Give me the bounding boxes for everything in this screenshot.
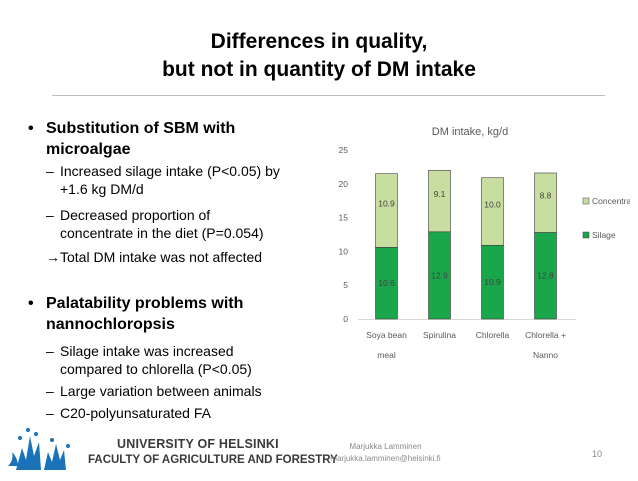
subitem-silage-increased: – Silage intake was increased compared t… <box>46 342 330 378</box>
bar-concentrate-2 <box>481 177 504 246</box>
bullet-marker: • <box>28 295 34 312</box>
legend-label-silage: Silage <box>592 230 616 240</box>
x-category-label: Chlorella <box>476 330 510 340</box>
logo-flame-part <box>8 452 18 466</box>
bullet-text-line1: Substitution of SBM with <box>46 120 236 137</box>
bar-concentrate-1 <box>428 169 451 233</box>
subitem-dash: – <box>46 383 54 399</box>
page-number: 10 <box>592 449 603 459</box>
bullet-text-line1: Palatability problems with <box>46 295 244 312</box>
university-logo <box>6 426 86 481</box>
subitem-dash: – <box>46 163 54 179</box>
data-label-concentrate-0: 10.9 <box>378 199 395 209</box>
slide-title-line2: but not in quantity of DM intake <box>162 58 476 81</box>
data-label-silage-3: 12.8 <box>537 271 554 281</box>
footer-author: Marjukka Lamminen marjukka.lamminen@hels… <box>328 441 443 465</box>
subitem-total-dm: →Total DM intake was not affected <box>46 248 316 266</box>
subitem-line1: Large variation between animals <box>60 383 262 399</box>
subitem-line1: Increased silage intake (P<0.05) by <box>60 163 280 179</box>
subitem-dash: – <box>46 207 54 223</box>
subitem-dash: – <box>46 343 54 359</box>
subitem-c20-fa: – C20-polyunsaturated FA <box>46 404 330 422</box>
chart-title: DM intake, kg/d <box>432 126 508 138</box>
subitem-line2: concentrate in the diet (P=0.054) <box>60 225 264 241</box>
author-email: marjukka.lamminen@helsinki.fi <box>330 454 441 463</box>
subitem-line2: compared to chlorella (P<0.05) <box>60 361 252 377</box>
faculty-name: FACULTY OF AGRICULTURE AND FORESTRY <box>88 454 338 466</box>
y-tick-label: 10 <box>339 246 349 256</box>
dm-intake-stacked-bar-chart: DM intake, kg/d 0 5 10 15 20 25 10.6 10.9 Soya be… <box>339 126 630 360</box>
legend-label-concentrate: Concentrate <box>592 196 630 206</box>
data-label-concentrate-3: 8.8 <box>540 191 552 201</box>
legend-swatch-silage <box>582 231 590 239</box>
subitem-line1: Silage intake was increased <box>60 343 234 359</box>
y-tick-label: 20 <box>339 179 349 189</box>
subitem-concentrate-proportion: – Decreased proportion of concentrate in… <box>46 206 330 242</box>
data-label-silage-0: 10.6 <box>378 278 395 288</box>
legend-swatch-concentrate <box>582 197 590 205</box>
slide-title: Differences in quality, but not in quant… <box>0 28 638 84</box>
data-label-concentrate-1: 9.1 <box>434 189 446 199</box>
y-tick-label: 0 <box>343 314 348 324</box>
x-category-label: Spirulina <box>423 330 456 340</box>
y-tick-label: 25 <box>339 145 349 155</box>
slide-title-line1: Differences in quality, <box>210 30 428 53</box>
subitem-line2: +1.6 kg DM/d <box>60 181 144 197</box>
title-divider <box>52 95 605 96</box>
logo-star <box>34 432 38 436</box>
x-category-label: Chlorella + <box>525 330 566 340</box>
x-category-label: meal <box>377 350 396 360</box>
logo-star <box>18 436 22 440</box>
x-category-label: Soya bean <box>366 330 407 340</box>
bullet-marker: • <box>28 120 34 137</box>
bullet-item-substitution: • Substitution of SBM with microalgae <box>28 118 336 160</box>
bullet-item-palatability: • Palatability problems with nannochloro… <box>28 293 336 335</box>
logo-star <box>66 444 70 448</box>
subitem-line1: →Total DM intake was not affected <box>46 249 263 265</box>
bar-concentrate-3 <box>534 172 557 233</box>
x-category-label: Nanno <box>533 350 558 360</box>
subitem-silage-intake: – Increased silage intake (P<0.05) by +1… <box>46 162 330 198</box>
subitem-line1: C20-polyunsaturated FA <box>60 405 211 421</box>
author-name: Marjukka Lamminen <box>349 442 422 451</box>
bullet-text-line2: microalgae <box>46 141 131 158</box>
bar-concentrate-0 <box>375 173 398 248</box>
y-tick-label: 5 <box>343 280 348 290</box>
logo-star <box>26 428 30 432</box>
logo-star <box>50 438 54 442</box>
helsinki-flame-logo-icon <box>8 428 70 470</box>
university-name: UNIVERSITY OF HELSINKI <box>117 437 279 451</box>
subitem-line1: Decreased proportion of <box>60 207 211 223</box>
logo-flame-part <box>16 436 41 470</box>
bullet-text-line2: nannochloropsis <box>46 316 175 333</box>
logo-flame-part <box>44 444 66 470</box>
subitem-variation: – Large variation between animals <box>46 382 330 400</box>
subitem-dash: – <box>46 405 54 421</box>
y-tick-label: 15 <box>339 213 349 223</box>
data-label-silage-1: 12.9 <box>431 270 448 280</box>
data-label-concentrate-2: 10.0 <box>484 200 501 210</box>
data-label-silage-2: 10.9 <box>484 277 501 287</box>
